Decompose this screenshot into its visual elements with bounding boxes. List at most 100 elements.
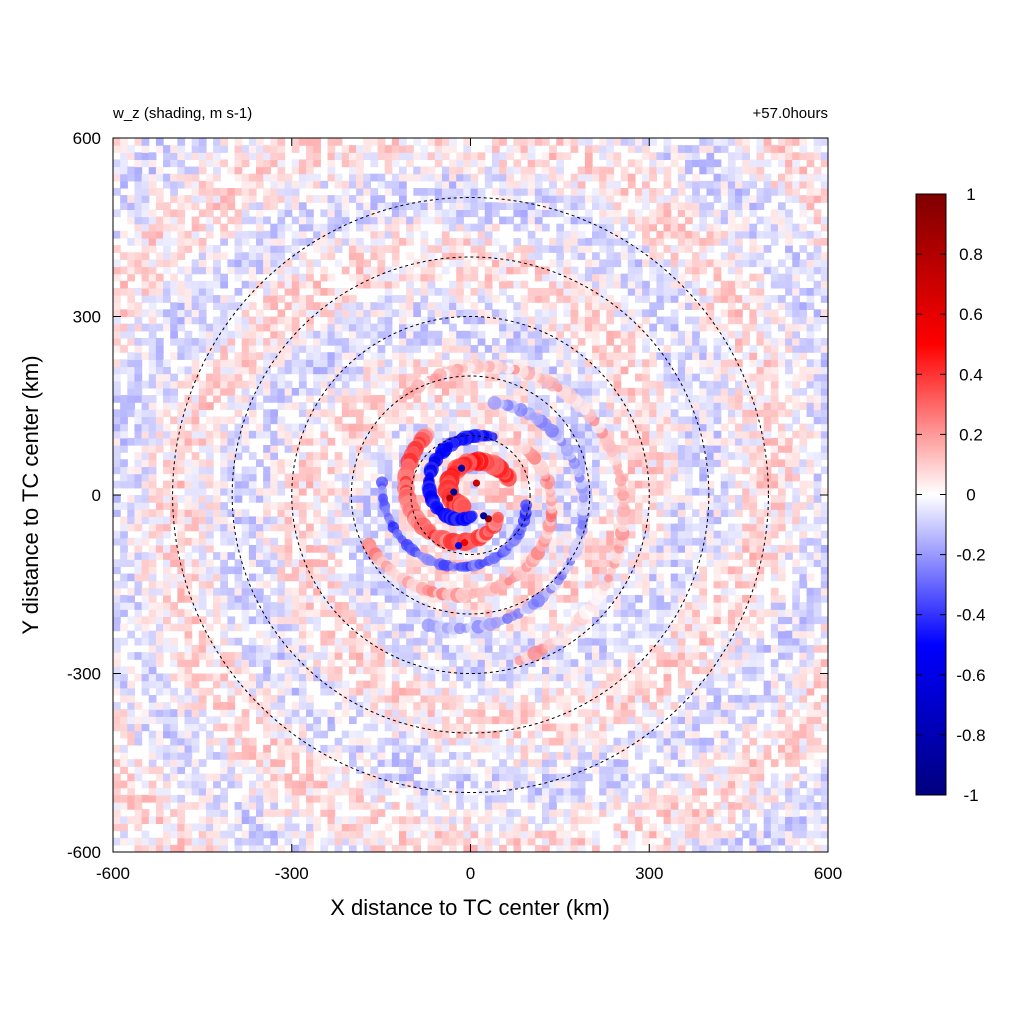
heatmap-cell (577, 459, 586, 468)
heatmap-cell (327, 302, 336, 310)
heatmap-cell (363, 530, 371, 539)
heatmap-cell (263, 652, 271, 660)
heatmap-cell (341, 537, 350, 546)
heatmap-cell (484, 544, 493, 553)
heatmap-cell (463, 259, 472, 268)
heatmap-cell (327, 787, 336, 796)
heatmap-cell (320, 673, 329, 682)
heatmap-cell (563, 680, 572, 689)
heatmap-cell (563, 152, 572, 161)
heatmap-cell (327, 223, 336, 232)
heatmap-cell (241, 316, 250, 325)
heatmap-cell (356, 416, 364, 425)
heatmap-cell (384, 594, 393, 603)
heatmap-cell (177, 580, 186, 589)
heatmap-cell (306, 616, 314, 625)
heatmap-cell (141, 844, 150, 852)
heatmap-cell (284, 502, 293, 510)
heatmap-cell (399, 237, 407, 246)
heatmap-cell (491, 694, 500, 703)
heatmap-cell (406, 295, 414, 303)
heatmap-cell (449, 709, 457, 717)
heatmap-cell (120, 409, 128, 418)
heatmap-cell (441, 187, 450, 196)
heatmap-cell (348, 744, 357, 753)
heatmap-cell (542, 330, 550, 339)
heatmap-cell (549, 837, 557, 846)
heatmap-cell (491, 223, 500, 232)
heatmap-cell (198, 587, 207, 596)
heatmap-cell (420, 602, 429, 610)
heatmap-cell (399, 152, 407, 161)
heatmap-cell (205, 573, 214, 582)
heatmap-cell (577, 245, 586, 253)
heatmap-cell (170, 637, 178, 646)
heatmap-cell (184, 687, 193, 696)
heatmap-cell (205, 352, 214, 360)
heatmap-cell (163, 794, 171, 803)
heatmap-cell (291, 230, 300, 239)
heatmap-cell (399, 302, 407, 310)
heatmap-cell (356, 409, 364, 418)
heatmap-cell (491, 737, 500, 746)
heatmap-cell (599, 780, 607, 789)
heatmap-cell (234, 659, 243, 667)
heatmap-cell (370, 637, 379, 646)
heatmap-cell (356, 395, 364, 403)
heatmap-cell (542, 737, 550, 746)
heatmap-cell (534, 216, 543, 225)
heatmap-cell (134, 602, 143, 610)
heatmap-cell (534, 287, 543, 296)
heatmap-cell (456, 737, 464, 746)
heatmap-cell (205, 216, 214, 225)
heatmap-cell (542, 630, 550, 639)
heatmap-cell (406, 830, 414, 839)
heatmap-cell (384, 466, 393, 475)
heatmap-cell (420, 423, 429, 432)
heatmap-cell (449, 387, 457, 396)
heatmap-cell (506, 709, 514, 717)
heatmap-cell (506, 259, 514, 268)
heatmap-cell (155, 430, 164, 439)
heatmap-cell (263, 630, 271, 639)
heatmap-cell (248, 473, 257, 482)
heatmap-cell (370, 609, 379, 617)
heatmap-cell (441, 302, 450, 310)
heatmap-cell (148, 280, 157, 289)
heatmap-cell (241, 302, 250, 310)
heatmap-cell (270, 416, 279, 425)
heatmap-cell (449, 245, 457, 253)
heatmap-cell (542, 837, 550, 846)
heatmap-cell (356, 166, 364, 175)
heatmap-cell (306, 159, 314, 168)
heatmap-cell (277, 559, 286, 567)
heatmap-cell (441, 652, 450, 660)
heatmap-cell (441, 309, 450, 318)
heatmap-cell (120, 266, 128, 275)
heatmap-cell (363, 309, 371, 318)
heatmap-cell (220, 473, 228, 482)
heatmap-cell (327, 330, 336, 339)
heatmap-cell (170, 709, 178, 717)
heatmap-cell (520, 623, 529, 632)
heatmap-cell (120, 802, 128, 810)
heatmap-cell (320, 766, 329, 775)
heatmap-cell (248, 694, 257, 703)
heatmap-cell (184, 337, 193, 346)
heatmap-cell (370, 159, 379, 168)
heatmap-cell (556, 280, 565, 289)
heatmap-cell (499, 744, 507, 753)
heatmap-cell (413, 709, 422, 717)
heatmap-cell (263, 680, 271, 689)
heatmap-cell (427, 780, 436, 789)
heatmap-cell (320, 594, 329, 603)
heatmap-cell (384, 452, 393, 460)
heatmap-cell (113, 273, 121, 282)
heatmap-cell (113, 587, 121, 596)
heatmap-cell (513, 245, 522, 253)
heatmap-cell (584, 166, 593, 175)
heatmap-cell (513, 302, 522, 310)
heatmap-cell (277, 637, 286, 646)
heatmap-cell (348, 180, 357, 189)
heatmap-cell (534, 295, 543, 303)
